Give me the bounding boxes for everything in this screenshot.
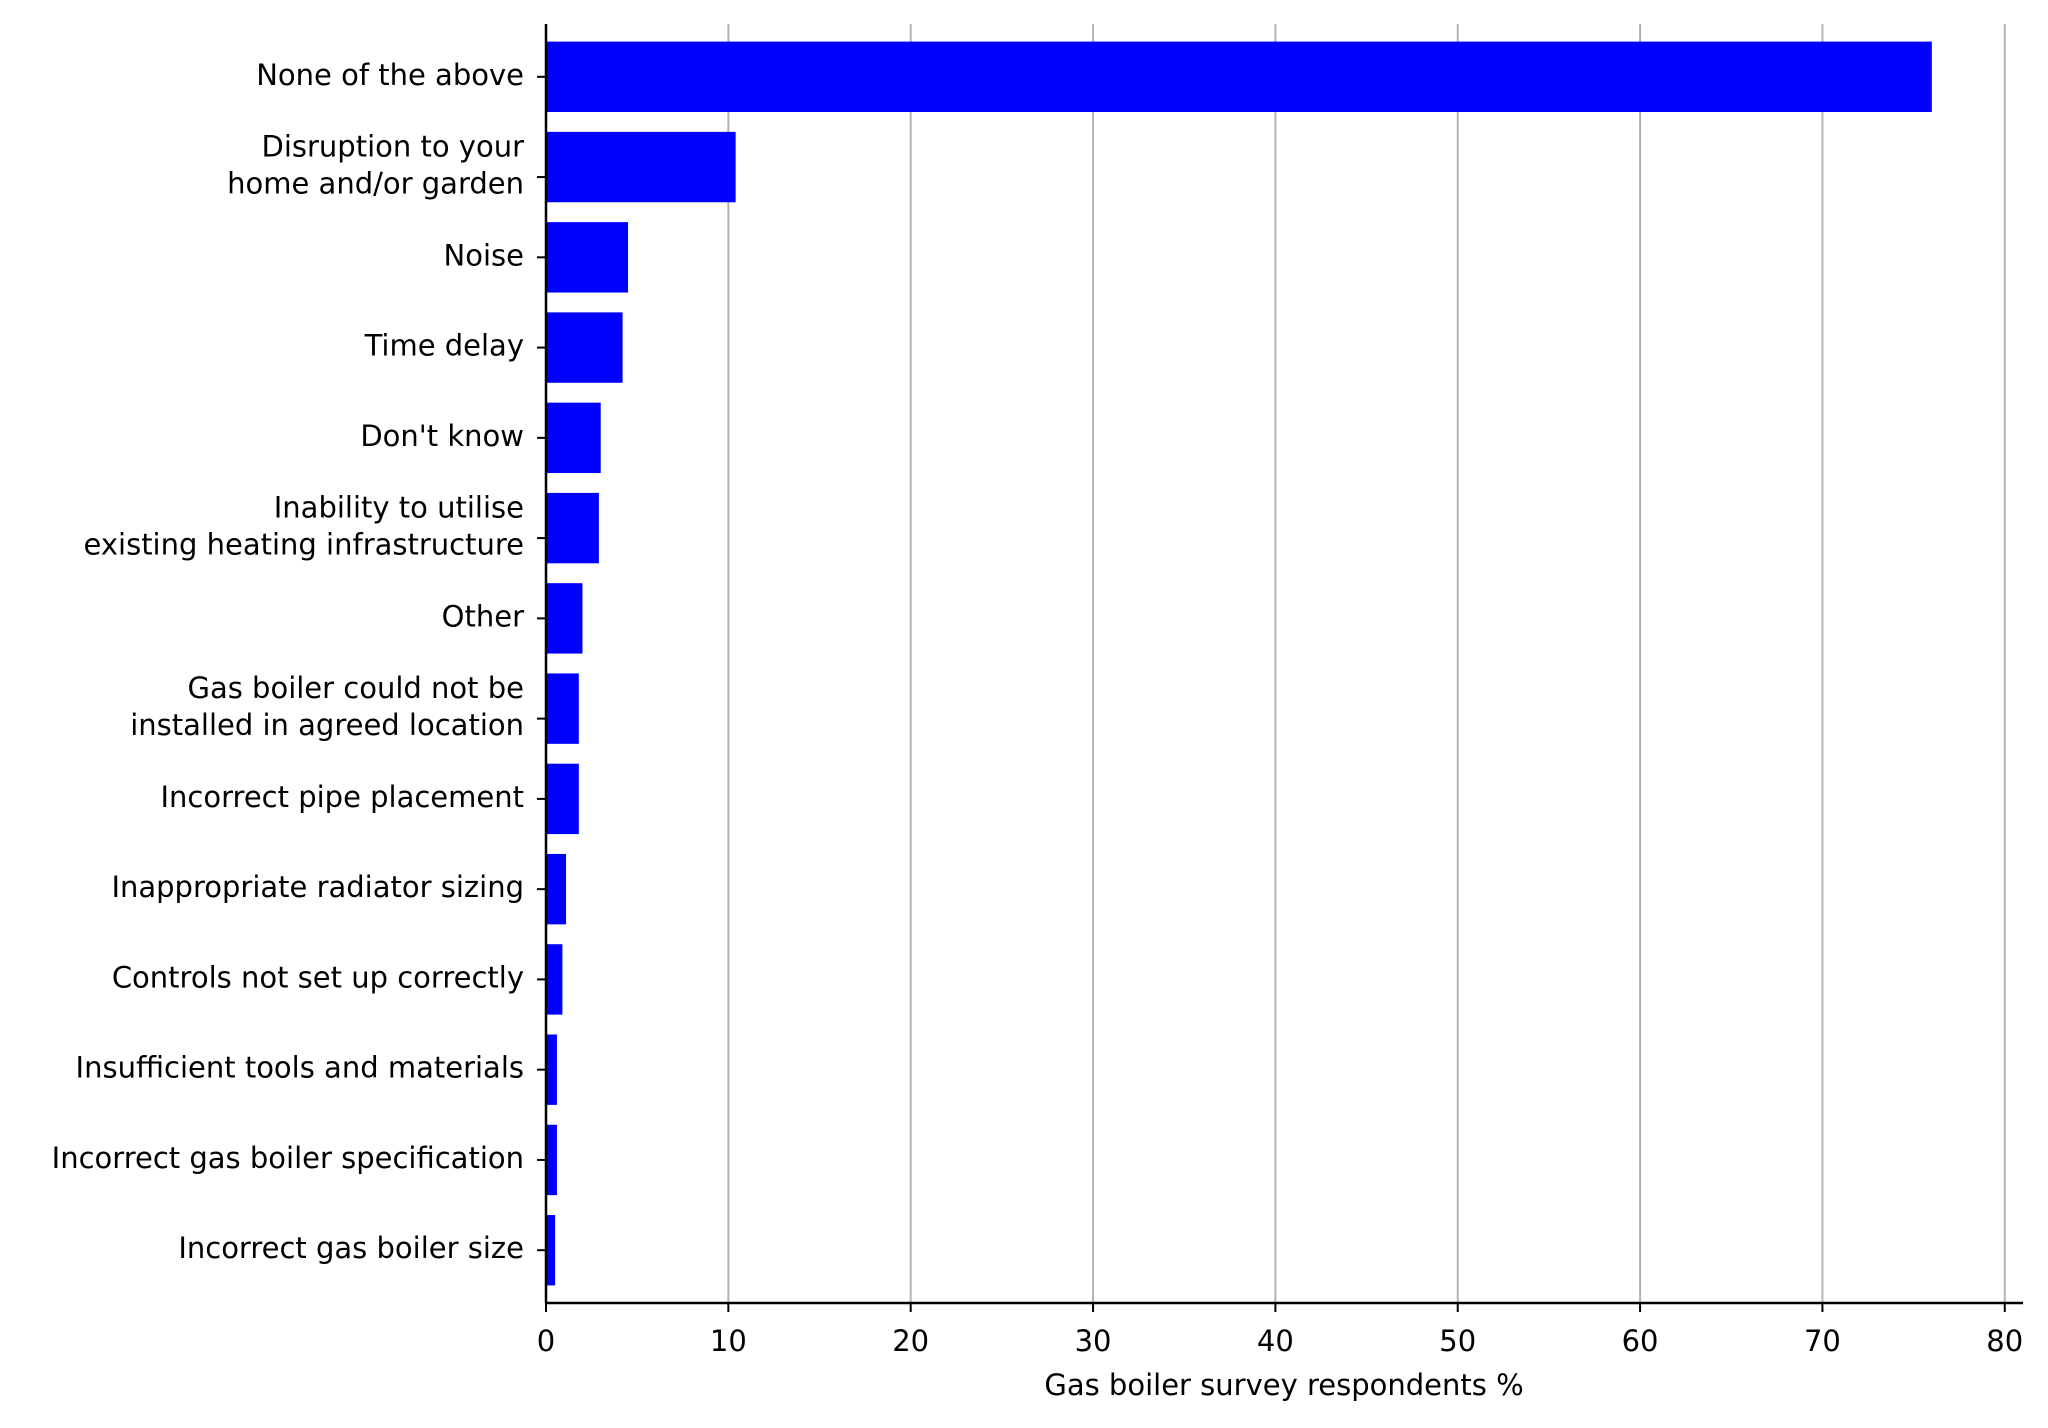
x-tick-label: 20	[892, 1324, 929, 1358]
bar	[546, 41, 1932, 113]
y-tick-label: Other	[442, 599, 524, 633]
x-tick-label: 50	[1439, 1324, 1476, 1358]
bar	[546, 1214, 556, 1286]
y-tick-label: Incorrect gas boiler specification	[52, 1141, 524, 1175]
y-tick-label: Inability to utilise existing heating inf…	[84, 491, 524, 562]
y-tick-label: Don't know	[360, 419, 524, 453]
bar	[546, 583, 583, 654]
x-tick-label: 0	[537, 1324, 555, 1358]
y-tick-label: Gas boiler could not be installed in agre…	[130, 671, 524, 742]
bar	[546, 1124, 557, 1196]
x-tick-label: 80	[1986, 1324, 2023, 1358]
x-tick-label: 70	[1804, 1324, 1841, 1358]
x-tick-label: 10	[710, 1324, 747, 1358]
bar	[546, 312, 623, 383]
bar	[546, 853, 567, 925]
bar	[546, 492, 599, 564]
y-tick-label: Disruption to your home and/or garden	[227, 130, 524, 201]
y-tick-label: Incorrect gas boiler size	[178, 1231, 524, 1265]
y-tick-label: Insufficient tools and materials	[76, 1051, 524, 1085]
y-tick-label: Incorrect pipe placement	[161, 780, 525, 814]
x-tick-label: 60	[1622, 1324, 1659, 1358]
y-tick-label: Time delay	[364, 329, 524, 363]
x-tick-label: 30	[1075, 1324, 1112, 1358]
bar	[546, 944, 563, 1015]
x-tick-label: 40	[1257, 1324, 1294, 1358]
bar	[546, 402, 601, 474]
y-tick-label: Noise	[444, 238, 524, 272]
y-tick-label: None of the above	[256, 58, 524, 92]
x-axis-label: Gas boiler survey respondents %	[1044, 1368, 1523, 1402]
bar	[546, 673, 579, 744]
bar	[546, 222, 629, 293]
bar	[546, 131, 736, 203]
y-tick-label: Inappropriate radiator sizing	[111, 870, 524, 904]
bar	[546, 1034, 557, 1105]
bar	[546, 763, 579, 835]
y-tick-label: Controls not set up correctly	[112, 960, 524, 994]
